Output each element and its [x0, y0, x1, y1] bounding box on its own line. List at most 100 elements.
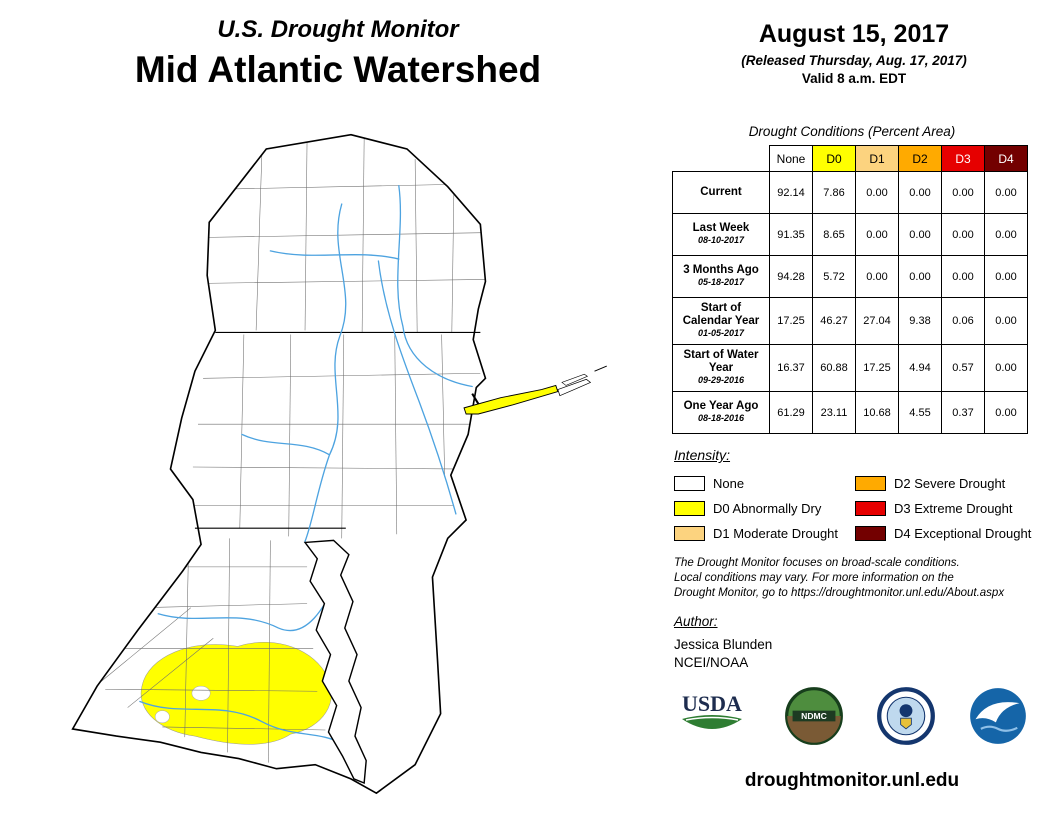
- legend-swatch-d2: [855, 476, 886, 491]
- table-caption: Drought Conditions (Percent Area): [748, 124, 956, 139]
- table-col-header-d0: D0: [812, 145, 856, 172]
- footer-url: droughtmonitor.unl.edu: [744, 770, 960, 791]
- table-row-start-water-year: Start of Water Year 09-29-2016 16.37 60.8…: [672, 344, 1028, 392]
- table-col-header-d1: D1: [855, 145, 899, 172]
- chesapeake-bay: [303, 539, 367, 785]
- noaa-logo: [970, 688, 1026, 744]
- table-cell: 0.57: [941, 344, 985, 392]
- table-row-one-year-ago: One Year Ago 08-18-2016 61.29 23.11 10.68…: [672, 391, 1028, 434]
- legend-swatch-d0: [674, 501, 705, 516]
- legend-title: Intensity:: [674, 447, 731, 463]
- table-cell: 46.27: [812, 297, 856, 345]
- ndmc-soil-half: [787, 716, 841, 743]
- table-row-start-calendar-year: Start of Calendar Year 01-05-2017 17.25 4…: [672, 297, 1028, 345]
- table-cell: 17.25: [769, 297, 813, 345]
- table-row-last-week: Last Week 08-10-2017 91.35 8.65 0.00 0.00…: [672, 213, 1028, 256]
- row-date: 08-10-2017: [697, 235, 745, 246]
- table-cell: 0.00: [941, 213, 985, 256]
- table-cell: 0.00: [941, 255, 985, 298]
- valid-time: Valid 8 a.m. EDT: [801, 71, 907, 86]
- table-col-header-d3: D3: [941, 145, 985, 172]
- table-cell: 91.35: [769, 213, 813, 256]
- noaa-bird-shape: [975, 702, 1020, 723]
- table-cell: 0.00: [855, 255, 899, 298]
- table-cell: 10.68: [855, 391, 899, 434]
- agency-logos: USDA NDMC: [672, 686, 1028, 746]
- table-cell: 0.00: [984, 171, 1028, 214]
- table-row-current: Current 92.14 7.86 0.00 0.00 0.00 0.00: [672, 171, 1028, 214]
- usda-logo: USDA: [682, 691, 742, 729]
- row-label: Last Week: [692, 222, 750, 235]
- legend-label: D4 Exceptional Drought: [894, 526, 1032, 541]
- nyc-coast-mark: [471, 393, 480, 405]
- legend-swatch-d1: [674, 526, 705, 541]
- row-label: One Year Ago: [683, 400, 759, 413]
- ndmc-logo-text: NDMC: [801, 711, 827, 721]
- legend-item-d2: D2 Severe Drought: [855, 476, 1036, 491]
- legend-swatch-d4: [855, 526, 886, 541]
- commerce-shield: [900, 717, 912, 730]
- table-cell: 0.00: [984, 391, 1028, 434]
- table-row-3-months-ago: 3 Months Ago 05-18-2017 94.28 5.72 0.00 0…: [672, 255, 1028, 298]
- legend-item-d0: D0 Abnormally Dry: [674, 501, 855, 516]
- legend-label: D0 Abnormally Dry: [713, 501, 822, 516]
- delaware-river: [377, 260, 457, 515]
- table-cell: 0.00: [855, 213, 899, 256]
- row-label: Current: [700, 185, 742, 198]
- usda-logo-text: USDA: [682, 691, 742, 716]
- table-cell: 5.72: [812, 255, 856, 298]
- watershed-outline: [71, 133, 487, 795]
- author-org: NCEI/NOAA: [674, 655, 749, 671]
- legend-item-d1: D1 Moderate Drought: [674, 526, 855, 541]
- west-branch-river: [241, 433, 331, 456]
- state-boundaries: [194, 331, 481, 529]
- table-cell: 0.00: [984, 344, 1028, 392]
- d0-area-virginia: [140, 642, 332, 745]
- table-cell: 4.94: [898, 344, 942, 392]
- watershed-region: [72, 134, 486, 794]
- row-date: 05-18-2017: [697, 277, 745, 288]
- date-block: August 15, 2017 (Released Thursday, Aug.…: [678, 20, 1030, 86]
- legend-label: None: [713, 476, 745, 491]
- release-date: (Released Thursday, Aug. 17, 2017): [741, 53, 967, 68]
- table-cell: 16.37: [769, 344, 813, 392]
- table-cell: 0.00: [984, 255, 1028, 298]
- table-cell: 4.55: [898, 391, 942, 434]
- table-cell: 7.86: [812, 171, 856, 214]
- report-title: U.S. Drought Monitor: [217, 16, 459, 43]
- table-cell: 0.00: [898, 213, 942, 256]
- legend-swatch-d3: [855, 501, 886, 516]
- table-header-row: None D0 D1 D2 D3 D4: [672, 145, 1028, 172]
- drought-conditions-table: None D0 D1 D2 D3 D4 Current 92.14 7.86 0…: [672, 145, 1028, 434]
- table-cell: 0.00: [855, 171, 899, 214]
- author-name: Jessica Blunden: [674, 637, 773, 652]
- table-cell: 0.00: [984, 213, 1028, 256]
- table-cell: 23.11: [812, 391, 856, 434]
- commerce-logo: [877, 687, 935, 745]
- table-cell: 60.88: [812, 344, 856, 392]
- table-cell: 9.38: [898, 297, 942, 345]
- row-label: 3 Months Ago: [683, 264, 759, 277]
- table-cell: 94.28: [769, 255, 813, 298]
- long-island: [463, 365, 607, 415]
- table-col-header-none: None: [769, 145, 813, 172]
- d0-area-long-island: [463, 384, 559, 415]
- hudson-river: [397, 184, 473, 388]
- row-date: 09-29-2016: [697, 375, 745, 386]
- table-cell: 0.00: [941, 171, 985, 214]
- ndmc-logo: NDMC: [785, 687, 843, 745]
- legend-item-d3: D3 Extreme Drought: [855, 501, 1036, 516]
- legend-label: D1 Moderate Drought: [713, 526, 839, 541]
- author-block: Author: Jessica Blunden NCEI/NOAA: [674, 614, 772, 672]
- legend-label: D2 Severe Drought: [894, 476, 1006, 491]
- drought-map: [71, 133, 607, 795]
- row-label: Start of Calendar Year: [682, 301, 760, 328]
- legend-swatch-none: [674, 476, 705, 491]
- table-cell: 92.14: [769, 171, 813, 214]
- mohawk-river: [269, 250, 400, 260]
- row-label: Start of Water Year: [683, 348, 759, 375]
- row-date: 01-05-2017: [697, 328, 745, 339]
- table-cell: 27.04: [855, 297, 899, 345]
- table-cell: 61.29: [769, 391, 813, 434]
